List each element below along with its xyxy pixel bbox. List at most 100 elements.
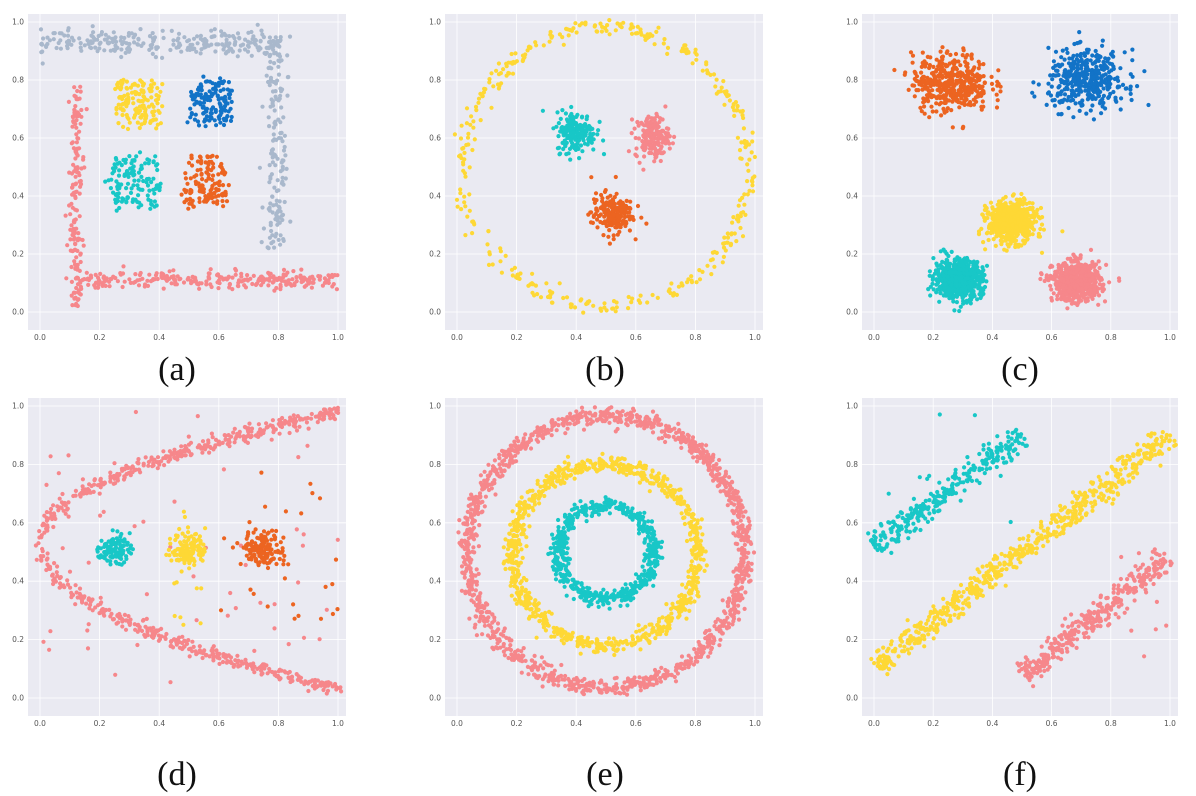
scatter-point xyxy=(974,278,979,283)
scatter-point xyxy=(458,136,464,141)
scatter-point xyxy=(489,105,494,110)
scatter-point xyxy=(233,266,238,272)
scatter-point xyxy=(661,41,666,46)
scatter-point xyxy=(689,274,694,279)
scatter-point xyxy=(964,260,969,265)
scatter-point xyxy=(971,97,976,102)
scatter-point xyxy=(617,215,622,220)
scatter-point xyxy=(203,79,208,84)
scatter-point xyxy=(225,101,230,106)
scatter-point xyxy=(928,293,933,298)
scatter-point xyxy=(280,158,285,163)
scatter-point xyxy=(125,181,131,186)
scatter-point xyxy=(940,95,945,100)
scatter-point xyxy=(946,89,951,94)
scatter-point xyxy=(182,200,187,205)
scatter-point xyxy=(77,129,82,134)
scatter-point xyxy=(263,51,268,57)
scatter-point xyxy=(958,63,963,68)
scatter-point xyxy=(593,191,599,196)
scatter-point xyxy=(264,73,269,78)
x-tick-label: 0.2 xyxy=(927,333,939,342)
scatter-point xyxy=(273,163,278,168)
scatter-point xyxy=(649,150,654,156)
scatter-point xyxy=(464,121,469,126)
scatter-point xyxy=(666,126,671,131)
scatter-point xyxy=(645,300,650,305)
scatter-point xyxy=(121,264,126,269)
scatter-point xyxy=(1049,84,1054,89)
scatter-point xyxy=(218,113,223,118)
scatter-point xyxy=(75,136,80,141)
scatter-point xyxy=(669,281,674,286)
scatter-point xyxy=(223,97,228,103)
scatter-point xyxy=(742,202,747,207)
scatter-point xyxy=(1096,302,1101,307)
scatter-point xyxy=(77,191,82,196)
scatter-point xyxy=(222,104,228,109)
scatter-point xyxy=(936,267,941,272)
scatter-point xyxy=(1003,222,1008,227)
scatter-point xyxy=(119,47,124,52)
scatter-point xyxy=(206,43,211,48)
scatter-point xyxy=(186,160,192,165)
scatter-point xyxy=(132,115,137,120)
scatter-point xyxy=(627,228,633,233)
scatter-point xyxy=(131,164,136,169)
scatter-point xyxy=(979,107,984,112)
scatter-point xyxy=(224,37,229,42)
scatter-point xyxy=(487,77,492,82)
scatter-point xyxy=(79,114,84,119)
scatter-point xyxy=(980,212,985,217)
scatter-point xyxy=(600,199,605,204)
scatter-point xyxy=(648,124,653,129)
scatter-point xyxy=(977,292,982,297)
scatter-point xyxy=(309,285,314,290)
scatter-point xyxy=(137,150,143,155)
scatter-point xyxy=(132,178,137,183)
scatter-point xyxy=(250,281,255,287)
scatter-point xyxy=(1059,98,1064,103)
scatter-point xyxy=(93,45,98,50)
scatter-point xyxy=(99,29,104,35)
scatter-point xyxy=(913,71,918,76)
scatter-point xyxy=(117,205,122,211)
scatter-point xyxy=(1071,252,1076,257)
scatter-point xyxy=(914,78,919,83)
scatter-point xyxy=(573,21,578,26)
scatter-point xyxy=(40,61,45,66)
scatter-point xyxy=(557,145,562,150)
scatter-point xyxy=(594,29,599,34)
scatter-point xyxy=(617,229,622,234)
scatter-point xyxy=(530,271,535,276)
scatter-point xyxy=(1074,69,1079,74)
scatter-point xyxy=(84,107,89,112)
scatter-point xyxy=(1107,76,1112,81)
scatter-point xyxy=(928,84,933,89)
scatter-point xyxy=(1039,272,1044,277)
scatter-point xyxy=(125,86,130,91)
scatter-point xyxy=(485,242,490,247)
scatter-point xyxy=(273,94,278,99)
scatter-point xyxy=(102,37,107,42)
scatter-point xyxy=(641,128,646,133)
scatter-point xyxy=(960,126,965,131)
scatter-point xyxy=(568,120,573,126)
scatter-point xyxy=(75,276,80,281)
scatter-point xyxy=(1032,219,1037,224)
scatter-point xyxy=(725,235,731,240)
scatter-point xyxy=(532,293,537,298)
scatter-point xyxy=(108,48,113,53)
scatter-point xyxy=(635,203,641,209)
y-tick-label: 0.4 xyxy=(846,192,858,201)
scatter-point xyxy=(592,23,598,28)
scatter-point xyxy=(511,59,516,65)
scatter-point xyxy=(1070,56,1075,61)
scatter-point xyxy=(266,115,271,120)
scatter-point xyxy=(1069,94,1074,99)
scatter-point xyxy=(171,268,176,273)
scatter-point xyxy=(632,126,637,131)
scatter-point xyxy=(1060,48,1065,53)
scatter-point xyxy=(188,187,193,193)
scatter-point xyxy=(285,93,290,98)
